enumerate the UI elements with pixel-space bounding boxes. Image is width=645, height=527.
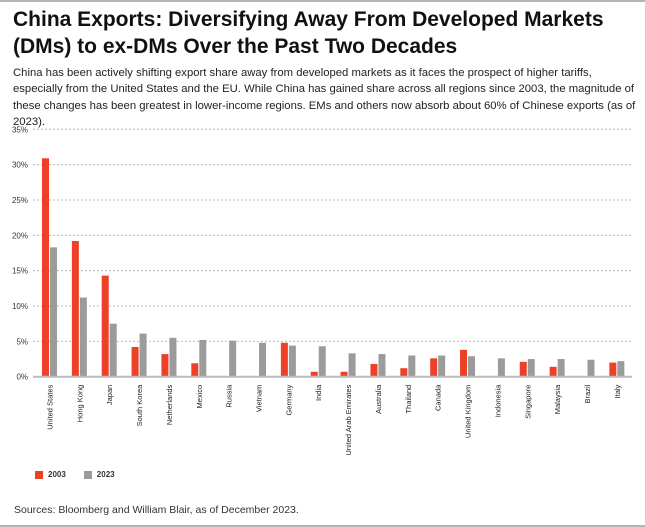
bar-2003-india — [310, 371, 318, 377]
bar-2003-south-korea — [131, 347, 139, 377]
x-tick-label: Australia — [374, 384, 383, 414]
bar-2003-canada — [430, 358, 438, 377]
bar-2023-united-arab-emirates — [348, 353, 356, 377]
x-tick-label: Indonesia — [493, 384, 502, 417]
bar-2003-singapore — [519, 361, 527, 377]
chart-subtitle: China has been actively shifting export … — [13, 67, 636, 128]
legend-item-2003: 2003 — [35, 470, 66, 479]
y-tick-label: 15% — [12, 267, 28, 276]
x-tick-label: United States — [46, 384, 55, 429]
bar-2023-united-kingdom — [468, 356, 476, 377]
bar-2023-singapore — [527, 359, 535, 377]
top-border — [0, 0, 645, 2]
legend-item-2023: 2023 — [83, 470, 115, 479]
bar-2023-australia — [378, 354, 386, 377]
x-tick-label: United Arab Emirates — [344, 384, 353, 455]
legend: 2003 2023 — [35, 470, 115, 479]
chart-title: China Exports: Diversifying Away From De… — [13, 8, 604, 58]
bar-2003-mexico — [191, 363, 199, 377]
bar-chart: 0% 5% 10% 15% 20% 25% 30% 35% United States Hong … — [12, 125, 632, 456]
bar-2023-mexico — [199, 339, 207, 377]
x-tick-label: South Korea — [135, 384, 144, 427]
x-tick-label: Brazil — [583, 384, 592, 403]
legend-swatch-2003 — [35, 470, 43, 479]
bar-2003-hong-kong — [71, 240, 79, 377]
bar-2023-india — [318, 346, 326, 377]
bar-2023-vietnam — [259, 342, 267, 377]
bar-2023-south-korea — [139, 333, 147, 377]
x-tick-label: Singapore — [523, 385, 532, 419]
bar-2023-brazil — [587, 359, 595, 377]
x-tick-label: United Kingdom — [464, 385, 473, 438]
x-tick-label: Germany — [284, 384, 293, 415]
x-tick-label: Canada — [434, 384, 443, 411]
bar-2023-germany — [288, 345, 296, 377]
bar-2003-malaysia — [549, 366, 557, 377]
bar-2023-thailand — [408, 355, 416, 377]
x-tick-label: Netherlands — [165, 384, 174, 425]
bar-2023-canada — [438, 355, 446, 377]
x-tick-label: Malaysia — [553, 384, 562, 414]
y-tick-label: 25% — [12, 196, 28, 205]
x-tick-label: Thailand — [404, 385, 413, 414]
x-tick-label: Hong Kong — [75, 385, 84, 423]
x-tick-label: Vietnam — [255, 385, 264, 412]
y-tick-label: 20% — [12, 231, 28, 240]
bar-2023-indonesia — [497, 358, 505, 377]
source-note: Sources: Bloomberg and William Blair, as… — [14, 504, 299, 516]
y-tick-label: 5% — [16, 337, 28, 346]
bar-2023-italy — [617, 361, 625, 377]
bar-2023-hong-kong — [79, 297, 87, 377]
bar-2023-netherlands — [169, 337, 177, 377]
legend-label-2003: 2003 — [48, 470, 66, 479]
bar-2003-united-kingdom — [460, 349, 468, 377]
bar-2003-australia — [370, 363, 378, 377]
bar-2023-malaysia — [557, 359, 565, 377]
bar-2003-germany — [280, 342, 288, 377]
y-tick-label: 0% — [16, 373, 28, 382]
legend-label-2023: 2023 — [96, 470, 115, 479]
y-tick-label: 10% — [12, 302, 28, 311]
bar-2003-netherlands — [161, 354, 169, 377]
y-tick-label: 35% — [12, 125, 28, 134]
x-tick-label: Japan — [105, 385, 114, 405]
bar-2003-thailand — [400, 368, 408, 377]
legend-swatch-2023 — [83, 470, 92, 479]
bar-2023-united-states — [50, 247, 57, 377]
bar-2023-russia — [229, 340, 237, 377]
bar-2003-united-arab-emirates — [340, 371, 348, 377]
bar-2023-japan — [109, 323, 117, 377]
bar-2003-united-states — [42, 158, 49, 377]
x-tick-label: Russia — [225, 384, 234, 408]
bar-2003-japan — [101, 275, 109, 377]
x-tick-label: India — [314, 384, 323, 401]
x-tick-label: Mexico — [195, 385, 204, 409]
y-tick-label: 30% — [12, 161, 28, 170]
bar-2003-italy — [609, 362, 617, 377]
x-tick-label: Italy — [613, 384, 622, 398]
bottom-border — [0, 525, 645, 527]
